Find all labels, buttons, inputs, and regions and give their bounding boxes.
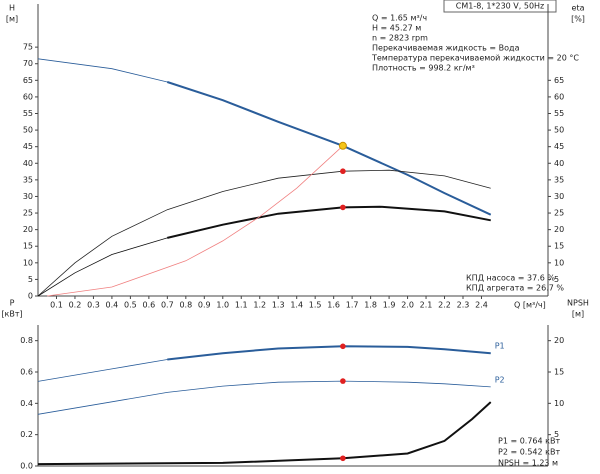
y2-tick-label: 50 bbox=[554, 126, 564, 135]
note: Плотность = 998.2 кг/м³ bbox=[372, 64, 475, 73]
header: CM1-8, 1*230 V, 50Hz bbox=[456, 2, 545, 11]
y-axis-label: [м] bbox=[6, 15, 18, 24]
x-tick-label: 1.5 bbox=[309, 301, 322, 310]
x-tick-label: 1.9 bbox=[383, 301, 396, 310]
x-tick-label: 0.6 bbox=[143, 301, 156, 310]
y2-axis-label: NPSH bbox=[567, 299, 589, 308]
y2-tick-label: 20 bbox=[554, 336, 564, 345]
series-label: P1 bbox=[495, 342, 505, 351]
x-tick-label: 1.4 bbox=[290, 301, 303, 310]
x-tick-label: 1.7 bbox=[346, 301, 359, 310]
power-note: NPSH = 1.23 м bbox=[498, 459, 558, 468]
y-tick-label: 40 bbox=[23, 159, 33, 168]
y-tick-label: 50 bbox=[23, 126, 33, 135]
y2-tick-label: 5 bbox=[554, 430, 559, 439]
x-tick-label: 2.4 bbox=[475, 301, 488, 310]
operating-point bbox=[340, 204, 346, 211]
power-note: P1 = 0.764 кВт bbox=[498, 437, 560, 446]
y-tick-label: 0 bbox=[28, 292, 33, 301]
y-tick-label: 25 bbox=[23, 209, 33, 218]
x-tick-label: 0.1 bbox=[50, 301, 63, 310]
efficiency-note: КПД насоса = 37.6 % bbox=[466, 274, 555, 283]
y2-tick-label: 60 bbox=[554, 92, 564, 101]
y-tick-label: 0.2 bbox=[20, 430, 33, 439]
y2-tick-label: 20 bbox=[554, 225, 564, 234]
x-tick-label: 2.3 bbox=[457, 301, 470, 310]
operating-point bbox=[340, 343, 346, 350]
y-tick-label: 0.8 bbox=[20, 336, 33, 345]
y2-tick-label: 55 bbox=[554, 109, 564, 118]
x-tick-label: 0.9 bbox=[198, 301, 211, 310]
y-tick-label: 55 bbox=[23, 109, 33, 118]
y-axis-label: P bbox=[10, 299, 15, 308]
y-tick-label: 30 bbox=[23, 192, 33, 201]
y2-tick-label: 30 bbox=[554, 192, 564, 201]
y2-tick-label: 5 bbox=[554, 275, 559, 284]
curve bbox=[37, 169, 491, 297]
y2-tick-label: 40 bbox=[554, 159, 564, 168]
note: H = 45.27 м bbox=[372, 24, 421, 33]
x-tick-label: 2.0 bbox=[401, 301, 414, 310]
y-tick-label: 45 bbox=[23, 142, 33, 151]
y-tick-label: 75 bbox=[23, 43, 33, 52]
y2-tick-label: 35 bbox=[554, 175, 564, 184]
x-tick-label: 1.8 bbox=[364, 301, 377, 310]
y-tick-label: 20 bbox=[23, 225, 33, 234]
power-note: P2 = 0.542 кВт bbox=[498, 448, 560, 457]
note: Q = 1.65 м³/ч bbox=[372, 14, 427, 23]
y2-tick-label: 15 bbox=[554, 368, 564, 377]
x-tick-label: 0.4 bbox=[106, 301, 119, 310]
y-axis-label: [кВт] bbox=[1, 310, 22, 319]
y2-tick-label: 65 bbox=[554, 76, 564, 85]
x-tick-label: 1.1 bbox=[235, 301, 248, 310]
y-tick-label: 10 bbox=[23, 258, 33, 267]
operating-point bbox=[340, 378, 346, 384]
x-axis-label: Q [м³/ч] bbox=[514, 301, 546, 310]
y-tick-label: 35 bbox=[23, 175, 33, 184]
y2-tick-label: 10 bbox=[554, 258, 564, 267]
x-tick-label: 1.3 bbox=[272, 301, 285, 310]
series-label: P2 bbox=[495, 375, 505, 384]
y2-tick-label: 45 bbox=[554, 142, 564, 151]
x-tick-label: 2.1 bbox=[420, 301, 433, 310]
note: n = 2823 rpm bbox=[372, 34, 428, 43]
y-tick-label: 65 bbox=[23, 76, 33, 85]
x-tick-label: 1.6 bbox=[327, 301, 340, 310]
curve bbox=[47, 145, 344, 297]
x-tick-label: 0.5 bbox=[124, 301, 137, 310]
header-box bbox=[443, 0, 557, 13]
x-tick-label: 0.3 bbox=[87, 301, 100, 310]
y-axis-label: H bbox=[9, 4, 15, 13]
y2-tick-label: 25 bbox=[554, 209, 564, 218]
y-tick-label: 0.4 bbox=[20, 399, 33, 408]
y2-axis-label: [м] bbox=[572, 310, 584, 319]
y2-axis-label: eta bbox=[572, 4, 585, 13]
operating-point bbox=[340, 455, 346, 462]
y2-axis-label: [%] bbox=[571, 15, 585, 24]
operating-point bbox=[338, 141, 347, 150]
y-tick-label: 0.6 bbox=[20, 368, 33, 377]
y-tick-label: 5 bbox=[28, 275, 33, 284]
operating-point bbox=[340, 168, 346, 175]
x-tick-label: 1.2 bbox=[253, 301, 266, 310]
x-tick-label: 0.7 bbox=[161, 301, 174, 310]
note: Температура перекачиваемой жидкости = 20… bbox=[371, 54, 579, 63]
x-tick-label: 0.2 bbox=[69, 301, 82, 310]
note: Перекачиваемая жидкость = Вода bbox=[372, 44, 520, 53]
y-tick-label: 15 bbox=[23, 242, 33, 251]
y-tick-label: 60 bbox=[23, 92, 33, 101]
y2-tick-label: 10 bbox=[554, 399, 564, 408]
y-tick-label: 0.0 bbox=[20, 462, 33, 471]
efficiency-note: КПД агрегата = 26.7 % bbox=[466, 284, 564, 293]
x-tick-label: 1.0 bbox=[216, 301, 229, 310]
x-tick-label: 0.8 bbox=[179, 301, 192, 310]
y-tick-label: 70 bbox=[23, 59, 33, 68]
curve-emphasis bbox=[37, 401, 492, 466]
curve bbox=[37, 380, 491, 415]
y2-tick-label: 15 bbox=[554, 242, 564, 251]
x-tick-label: 2.2 bbox=[438, 301, 451, 310]
